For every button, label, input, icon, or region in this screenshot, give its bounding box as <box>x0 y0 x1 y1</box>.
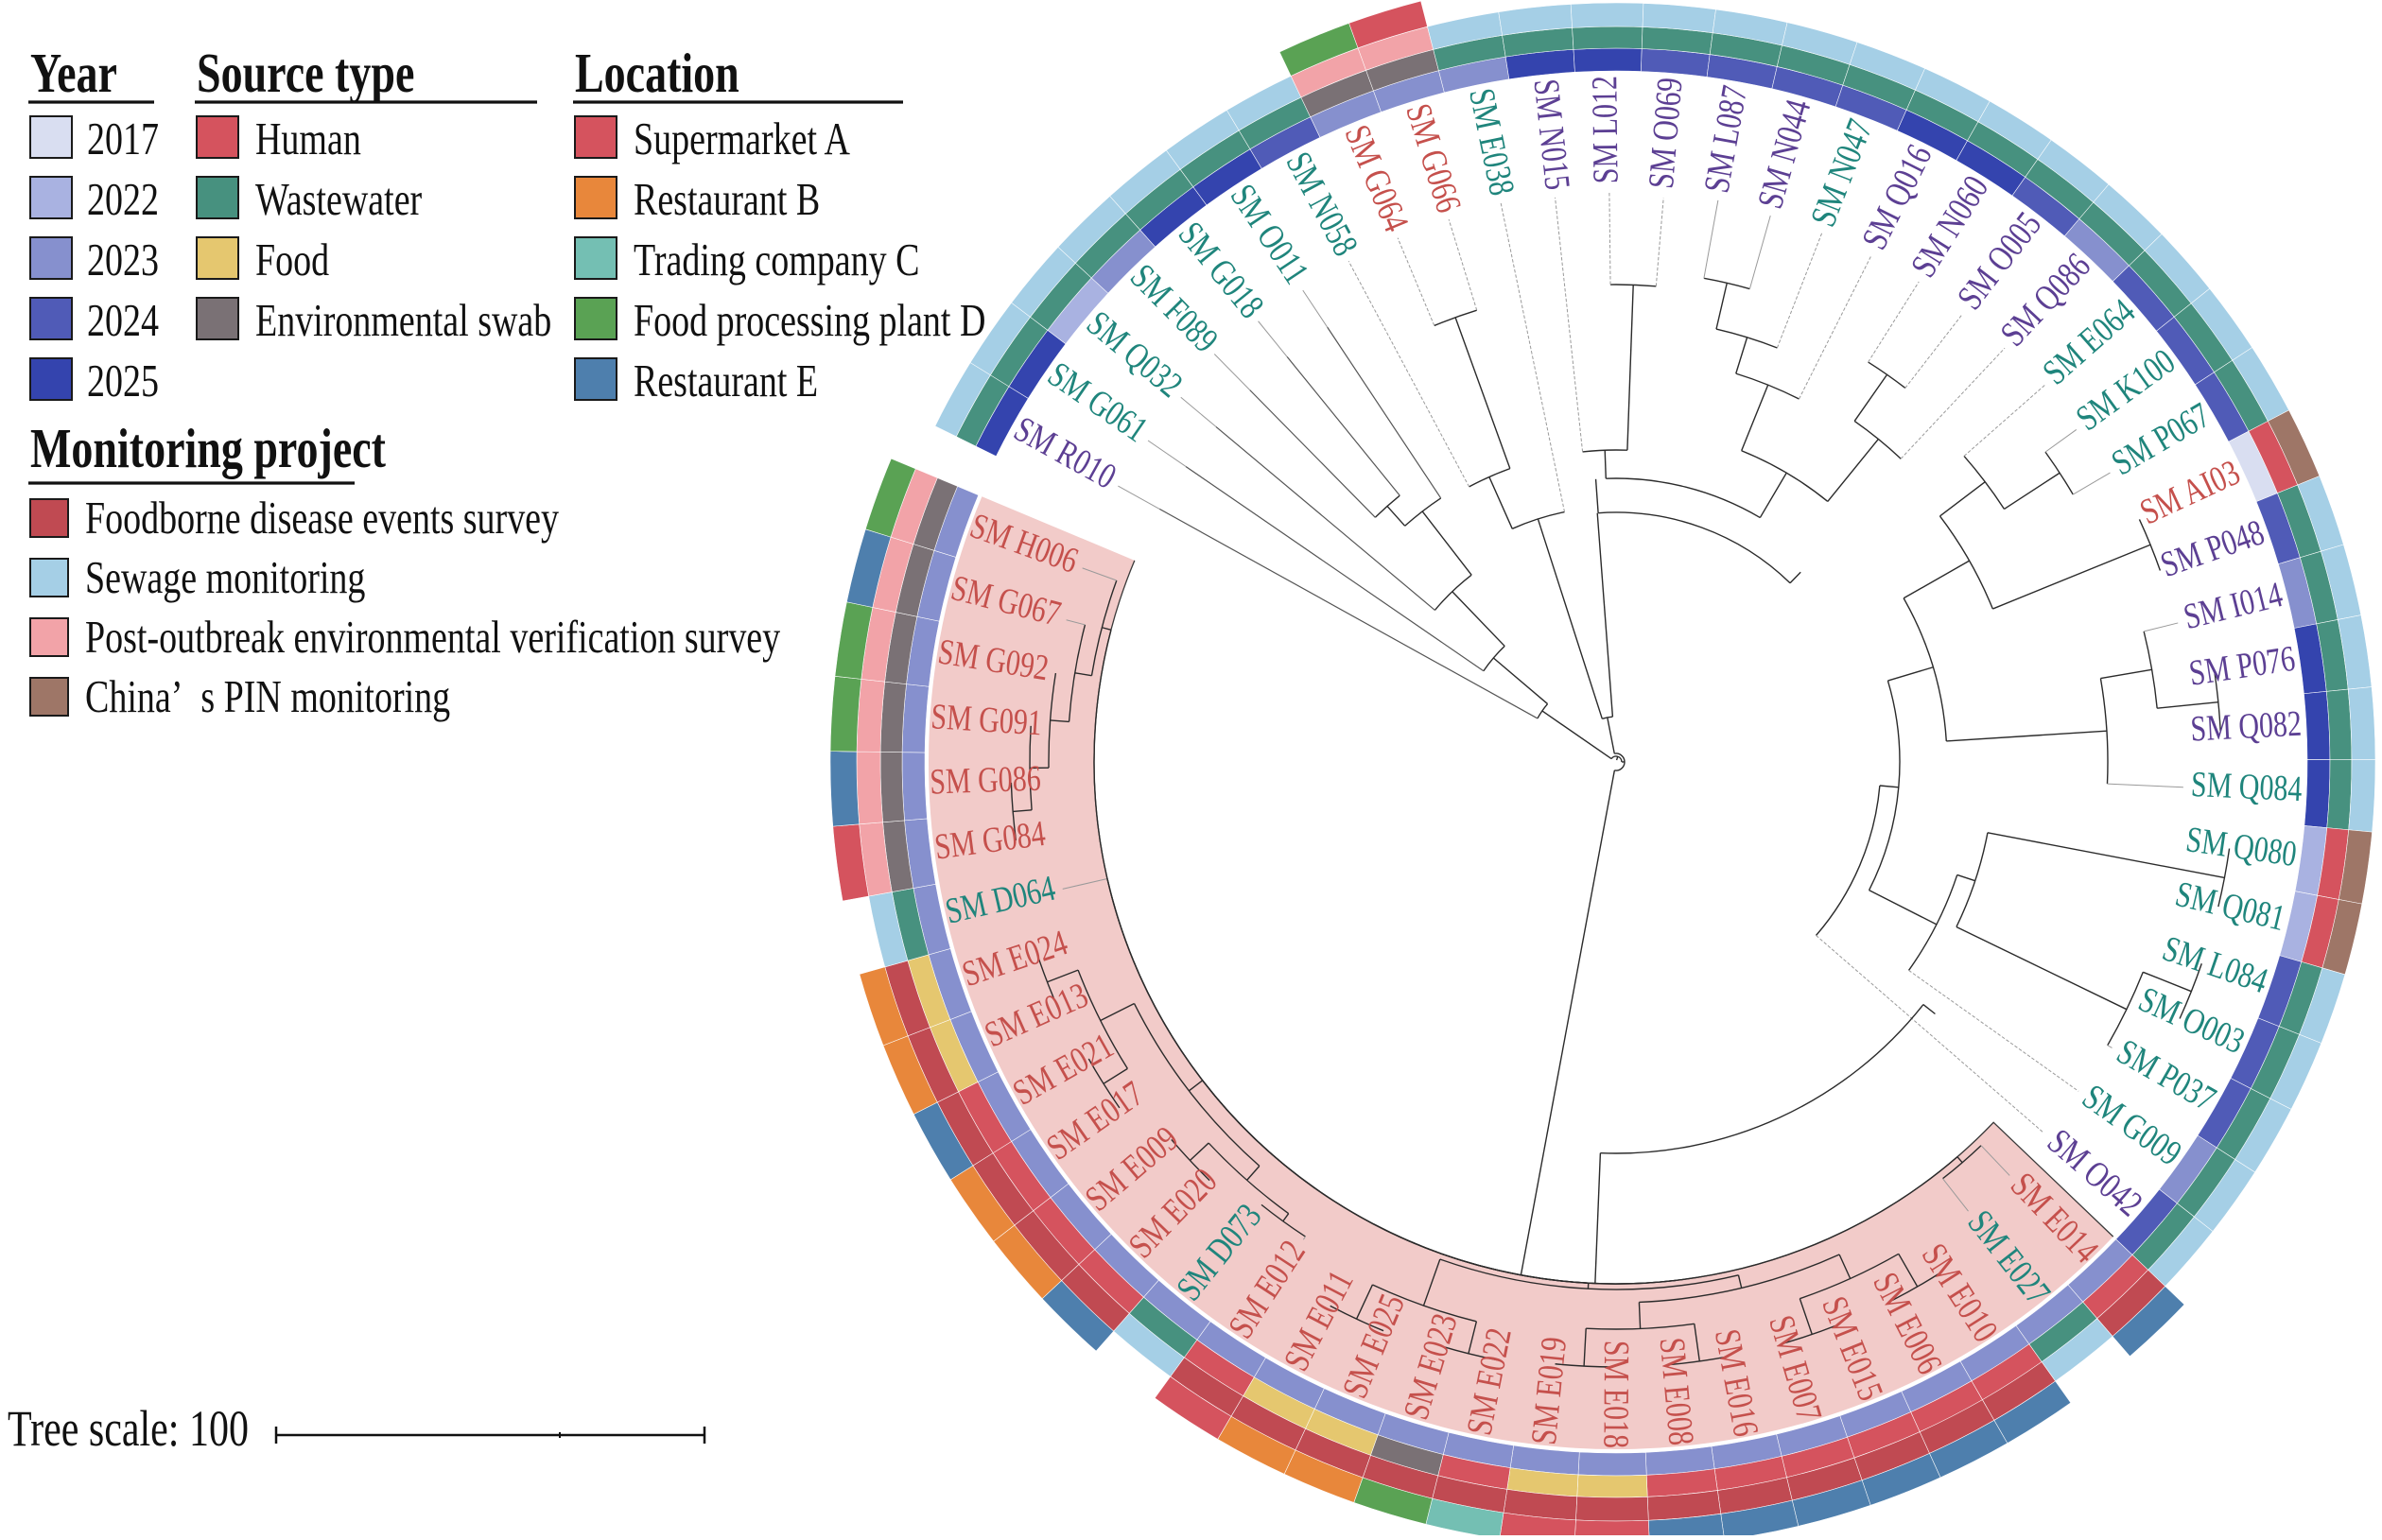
svg-text:Trading company C: Trading company C <box>634 235 919 286</box>
svg-text:Environmental swab: Environmental swab <box>255 296 551 346</box>
svg-text:2023: 2023 <box>87 235 159 286</box>
svg-text:China’ s PIN monitoring: China’ s PIN monitoring <box>85 672 450 722</box>
svg-text:Food: Food <box>255 235 329 286</box>
svg-text:Restaurant B: Restaurant B <box>634 175 820 225</box>
svg-text:Monitoring project: Monitoring project <box>30 419 386 480</box>
svg-text:SM L012: SM L012 <box>1585 76 1626 184</box>
svg-text:Sewage monitoring: Sewage monitoring <box>85 553 365 603</box>
svg-text:SM G086: SM G086 <box>930 758 1042 802</box>
svg-text:Year: Year <box>30 43 117 105</box>
svg-text:2024: 2024 <box>87 296 159 346</box>
svg-text:2022: 2022 <box>87 175 159 225</box>
svg-text:SM Q084: SM Q084 <box>2190 765 2303 810</box>
svg-text:SM Q082: SM Q082 <box>2189 703 2302 749</box>
svg-text:Wastewater: Wastewater <box>255 175 423 225</box>
svg-text:Foodborne disease events surve: Foodborne disease events survey <box>85 493 559 544</box>
svg-text:Source type: Source type <box>197 43 414 105</box>
svg-text:Location: Location <box>575 43 739 105</box>
svg-text:Post-outbreak environmental ve: Post-outbreak environmental verification… <box>85 613 780 663</box>
svg-text:2025: 2025 <box>87 356 159 407</box>
svg-text:Human: Human <box>255 114 361 164</box>
svg-text:2017: 2017 <box>87 114 159 164</box>
svg-text:Supermarket A: Supermarket A <box>634 114 850 164</box>
svg-text:Restaurant E: Restaurant E <box>634 356 818 407</box>
svg-text:SM G091: SM G091 <box>930 697 1043 743</box>
svg-text:Tree scale: 100: Tree scale: 100 <box>8 1401 249 1457</box>
svg-text:SM E018: SM E018 <box>1596 1341 1637 1448</box>
svg-text:Food processing plant D: Food processing plant D <box>634 296 985 346</box>
